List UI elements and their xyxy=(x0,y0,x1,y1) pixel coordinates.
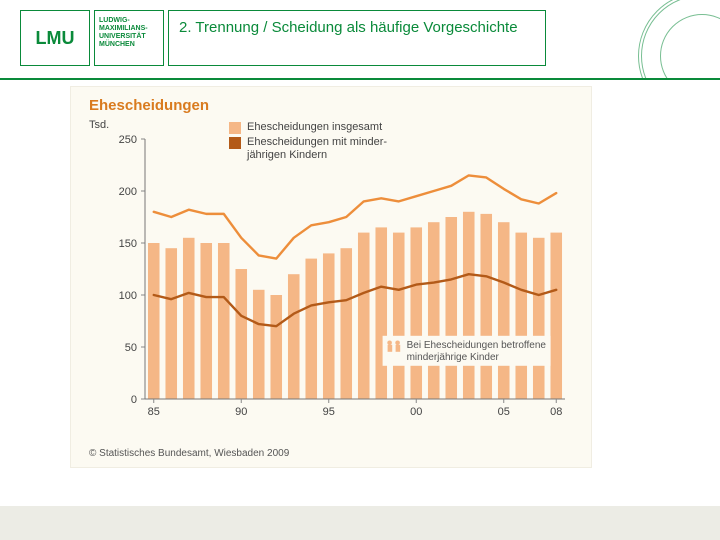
svg-text:Bei Ehescheidungen betroffene: Bei Ehescheidungen betroffene xyxy=(407,340,547,351)
svg-text:minderjährige Kinder: minderjährige Kinder xyxy=(407,352,500,363)
svg-text:0: 0 xyxy=(131,394,137,406)
slide-title: 2. Trennung / Scheidung als häufige Vorg… xyxy=(168,10,546,66)
lmu-seal-icon xyxy=(638,0,720,78)
svg-text:95: 95 xyxy=(323,406,335,418)
lmu-mark: LMU xyxy=(36,28,75,49)
chart-plot: 0 50 100 150 200 250 85 90 95 00 05 08 Bei Ehescheid… xyxy=(117,133,573,423)
lmu-subtext: LUDWIG- MAXIMILIANS- UNIVERSITÄT MÜNCHEN xyxy=(94,10,164,66)
svg-text:250: 250 xyxy=(119,134,137,146)
lmu-logo: LMU xyxy=(20,10,90,66)
seal-region xyxy=(620,0,720,78)
chart-card: Ehescheidungen Tsd. Ehescheidungen insge… xyxy=(70,86,592,468)
svg-text:100: 100 xyxy=(119,290,137,302)
legend-label: Ehescheidungen insgesamt xyxy=(247,121,382,134)
svg-text:00: 00 xyxy=(410,406,422,418)
svg-text:50: 50 xyxy=(125,342,137,354)
slide-body: Ehescheidungen Tsd. Ehescheidungen insge… xyxy=(0,80,720,540)
chart-source: © Statistisches Bundesamt, Wiesbaden 200… xyxy=(89,448,289,459)
svg-text:200: 200 xyxy=(119,186,137,198)
svg-text:150: 150 xyxy=(119,238,137,250)
svg-text:90: 90 xyxy=(235,406,247,418)
chart-title: Ehescheidungen xyxy=(89,97,209,114)
svg-text:05: 05 xyxy=(498,406,510,418)
chart-ylabel: Tsd. xyxy=(89,119,109,131)
slide-header: LMU LUDWIG- MAXIMILIANS- UNIVERSITÄT MÜN… xyxy=(0,0,720,80)
svg-text:85: 85 xyxy=(148,406,160,418)
footer-band xyxy=(0,506,720,540)
chart-svg: 0 50 100 150 200 250 85 90 95 00 05 08 Bei Ehescheid… xyxy=(117,133,573,423)
svg-text:08: 08 xyxy=(550,406,562,418)
